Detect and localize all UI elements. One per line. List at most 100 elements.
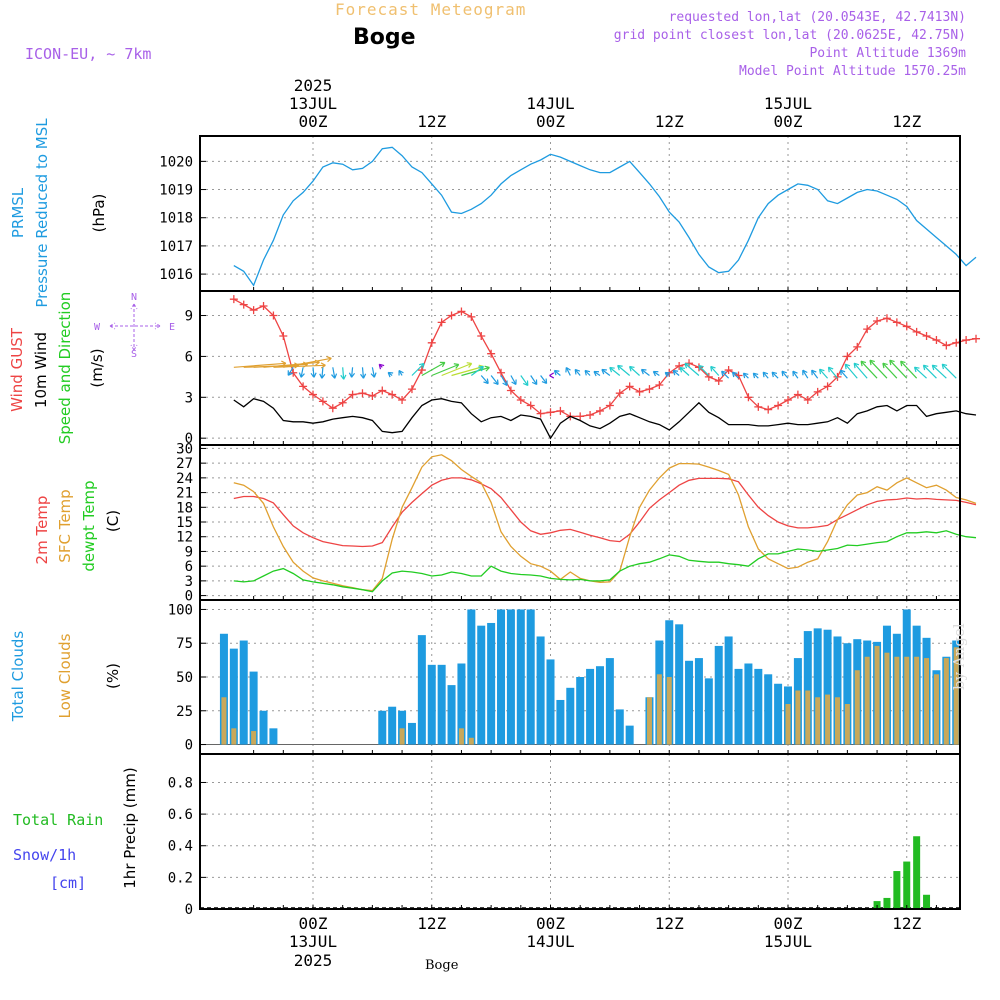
total-clouds-bar — [516, 609, 525, 745]
y-tick-label: 0.8 — [168, 775, 193, 791]
top-time-label: 00Z — [299, 112, 328, 131]
wind-arrow-head — [710, 365, 716, 372]
total-clouds-bar — [388, 706, 397, 745]
wind-arrow-head — [900, 360, 906, 367]
gust-marker — [882, 314, 891, 323]
total-clouds-bar — [734, 668, 743, 745]
label-2m-temp: 2m Temp — [33, 496, 51, 565]
y-tick-label: 1019 — [159, 183, 193, 199]
y-tick-label: 0 — [185, 431, 193, 447]
low-clouds-bar — [894, 656, 900, 745]
wind-arrow-head — [418, 362, 425, 369]
y-tick-label: 0 — [185, 902, 193, 918]
compass-rose — [109, 303, 161, 351]
wind-arrow — [451, 365, 484, 377]
top-year-label: 2025 — [294, 76, 333, 95]
gust-marker — [407, 385, 416, 394]
gust-marker — [576, 412, 585, 421]
gust-marker — [625, 382, 634, 391]
text-layer: 1016101710181019102003690369121518212427… — [8, 76, 922, 970]
gust-marker — [259, 301, 268, 310]
wind-arrow-head — [640, 368, 647, 375]
label-dewpt-temp: dewpt Temp — [80, 480, 98, 571]
low-clouds-bar — [795, 690, 801, 745]
gust-marker — [645, 385, 654, 394]
compass-n: N — [131, 292, 137, 303]
frames-layer — [199, 135, 961, 910]
label-pressure: Pressure Reduced to MSL — [33, 118, 51, 308]
total-clouds-bar — [229, 648, 238, 745]
gust-marker — [447, 311, 456, 320]
wind-arrow — [500, 375, 508, 386]
point-altitude: Point Altitude 1369m — [809, 46, 966, 61]
low-clouds-bar — [468, 737, 474, 745]
wind-arrow — [350, 367, 354, 378]
wind-arrow-head — [483, 378, 489, 385]
total-clouds-bar — [259, 710, 268, 745]
pressure-line — [233, 146, 977, 287]
label-c: (C) — [104, 510, 122, 532]
y-tick-label: 0.2 — [168, 870, 193, 886]
location-title: Boge — [353, 25, 416, 50]
total-clouds-bar — [724, 636, 733, 745]
gust-marker — [497, 368, 506, 377]
gust-marker — [962, 336, 971, 345]
total-clouds-bar — [833, 636, 842, 745]
wind-arrow-head — [792, 370, 798, 377]
wind-arrow — [802, 369, 809, 379]
gust-marker — [338, 398, 347, 407]
low-clouds-bar — [864, 656, 870, 745]
gust-marker — [912, 327, 921, 336]
y-tick-label: 9 — [185, 309, 193, 325]
wind-arrow — [321, 367, 324, 379]
gust-marker — [417, 366, 426, 375]
top-time-label: 00Z — [774, 112, 803, 131]
label-pct: (%) — [104, 663, 122, 689]
panel-frame-precip — [199, 753, 961, 910]
wind-arrow-head — [511, 379, 517, 386]
y-tick-label: 27 — [176, 456, 193, 472]
total-clouds-bar — [803, 631, 812, 745]
wind-arrow — [923, 364, 937, 379]
total-clouds-bar — [744, 663, 753, 745]
t2m-line — [233, 477, 977, 548]
wind-arrow-head — [672, 369, 679, 376]
y-tick-label: 12 — [176, 530, 193, 546]
rain-bar — [903, 861, 911, 909]
gust-marker — [358, 389, 367, 398]
label-10m-wind: 10m Wind — [32, 332, 50, 408]
wind-arrow-head — [684, 362, 690, 369]
wind-arrow — [441, 362, 472, 377]
gust-marker — [724, 366, 733, 375]
label-cm: [cm] — [50, 874, 86, 892]
gust-marker — [803, 396, 812, 405]
gust-marker — [506, 386, 515, 395]
gust-marker — [536, 409, 545, 418]
wind-arrow — [361, 367, 365, 379]
compass-e: E — [169, 322, 175, 333]
wind-arrow — [584, 370, 591, 376]
total-clouds-bar — [506, 609, 515, 745]
wind-arrow-head — [889, 359, 895, 366]
low-clouds-bar — [646, 697, 652, 745]
label-total-rain: Total Rain — [13, 811, 103, 829]
wind-arrow — [869, 359, 888, 379]
wind-arrow — [593, 370, 601, 376]
rain-bar — [883, 897, 891, 909]
total-clouds-bar — [526, 609, 535, 745]
total-clouds-bar — [566, 687, 575, 745]
rain-bar — [893, 871, 901, 909]
wind-arrow — [609, 367, 621, 376]
wind-arrow-head — [628, 365, 635, 372]
wind-arrow — [882, 362, 898, 379]
total-clouds-bar — [843, 643, 852, 745]
wind-arrow-head — [584, 369, 591, 376]
total-clouds-bar — [437, 664, 446, 745]
y-tick-label: 1016 — [159, 267, 193, 283]
total-clouds-bar — [497, 609, 506, 745]
low-clouds-bar — [834, 697, 840, 745]
total-clouds-bar — [398, 710, 407, 745]
y-tick-label: 1020 — [159, 154, 193, 170]
bottom-date-label: 13JUL — [289, 932, 337, 951]
